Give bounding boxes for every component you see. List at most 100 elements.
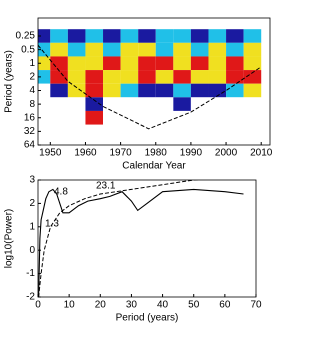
x-tick-label: 1950	[39, 148, 62, 159]
heat-cell	[208, 83, 227, 98]
heat-cell	[138, 97, 156, 111]
heat-cell	[38, 70, 51, 84]
heat-cell	[155, 56, 174, 71]
x-tick-label: 1980	[145, 148, 168, 159]
series-line	[38, 188, 244, 297]
heat-cell	[208, 42, 227, 57]
heat-cell	[190, 29, 209, 43]
heat-cell	[50, 110, 68, 125]
heat-cell	[50, 70, 68, 84]
heat-cell	[226, 70, 244, 84]
figure: 1950 1960 1970 1980 1990 2000 20100.250.512481…	[4, 17, 273, 324]
heat-cell	[190, 70, 209, 84]
heat-cell	[138, 29, 156, 43]
x-axis-label: Calendar Year	[122, 161, 186, 172]
heat-cell	[103, 97, 121, 111]
heat-cell	[208, 97, 227, 111]
heat-cell	[138, 83, 156, 98]
heat-cell	[103, 56, 121, 71]
heat-cell	[120, 42, 139, 57]
heat-cell	[85, 110, 104, 125]
heat-cell	[38, 42, 51, 57]
heat-cell	[226, 42, 244, 57]
heat-cell	[85, 70, 104, 84]
x-tick-label: 1990	[180, 148, 203, 159]
heat-cell	[120, 70, 139, 84]
series-line	[38, 44, 262, 130]
heat-cell	[155, 70, 174, 84]
plot-area	[38, 29, 262, 130]
y-tick-label: 32	[24, 126, 36, 137]
x-axis-label: Period (years)	[116, 313, 179, 324]
y-tick-label: 0.5	[21, 44, 35, 55]
series-line	[38, 180, 201, 297]
y-tick-label: 2	[29, 198, 35, 209]
heat-cell	[138, 70, 156, 84]
axes-box	[37, 179, 257, 298]
y-tick-label: 2	[29, 72, 35, 83]
heat-cell	[38, 97, 51, 111]
heat-cell	[173, 56, 191, 71]
heat-cell	[243, 83, 262, 98]
heat-cell	[138, 110, 156, 125]
y-tick-label: 8	[29, 99, 35, 110]
heat-cell	[38, 110, 51, 125]
heat-cell	[85, 97, 104, 111]
y-tick-label: 1	[29, 58, 35, 69]
heat-cell	[243, 42, 262, 57]
y-tick-label: 0	[29, 245, 35, 256]
heat-cell	[243, 110, 262, 125]
heat-cell	[50, 56, 68, 71]
x-tick-label: 60	[219, 300, 231, 311]
heat-cell	[155, 29, 174, 43]
heat-cell	[190, 110, 209, 125]
heat-cell	[190, 83, 209, 98]
heat-cell	[173, 97, 191, 111]
heat-cell	[173, 42, 191, 57]
x-tick-label: 10	[64, 300, 76, 311]
x-tick-label: 70	[250, 300, 262, 311]
heat-cell	[50, 42, 68, 57]
heat-cell	[208, 56, 227, 71]
heat-cell	[208, 70, 227, 84]
axes-box	[37, 17, 271, 146]
heat-cell	[243, 56, 262, 71]
heat-cell	[120, 56, 139, 71]
heat-cell	[155, 83, 174, 98]
heat-cell	[50, 83, 68, 98]
heat-cell	[67, 97, 86, 111]
annotation: 4.8	[54, 187, 68, 198]
heat-cell	[243, 29, 262, 43]
x-tick-label: 0	[35, 300, 41, 311]
heat-cell	[120, 110, 139, 125]
y-tick-label: 0.25	[16, 31, 36, 42]
heat-cell	[138, 42, 156, 57]
heat-cell	[208, 110, 227, 125]
heat-cell	[226, 56, 244, 71]
heat-cell	[190, 42, 209, 57]
heat-cell	[67, 42, 86, 57]
x-tick-label: 40	[157, 300, 169, 311]
heat-cell	[67, 110, 86, 125]
heat-cell	[85, 56, 104, 71]
heat-cell	[208, 29, 227, 43]
heat-cell	[243, 97, 262, 111]
heat-cell	[103, 70, 121, 84]
annotation: 23.1	[96, 181, 116, 192]
heat-cell	[120, 83, 139, 98]
heat-cell	[67, 29, 86, 43]
y-tick-label: -1	[26, 268, 35, 279]
heat-cell	[67, 70, 86, 84]
y-tick-label: -2	[26, 292, 35, 303]
y-axis-label: log10(Power)	[4, 209, 15, 268]
heat-cell	[226, 29, 244, 43]
x-tick-label: 50	[188, 300, 200, 311]
heat-cell	[120, 29, 139, 43]
heat-cell	[50, 97, 68, 111]
heat-cell	[103, 83, 121, 98]
heat-cell	[226, 97, 244, 111]
heat-cell	[103, 29, 121, 43]
heat-cell	[226, 110, 244, 125]
y-tick-label: 16	[24, 112, 36, 123]
